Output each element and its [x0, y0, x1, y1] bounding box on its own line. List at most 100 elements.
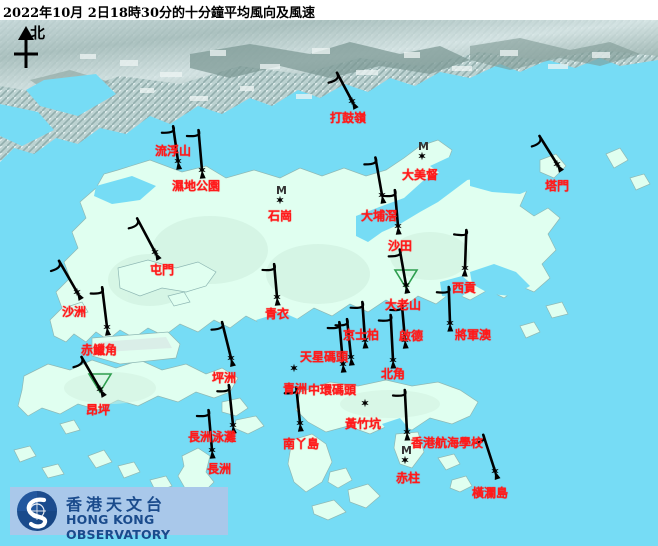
station-name-label: 南丫島: [283, 437, 320, 451]
wind-barb-shaft: [398, 248, 408, 287]
wind-barb-feather: [210, 321, 224, 331]
wind-barb-feather: [389, 303, 404, 312]
wind-barb-shaft: [100, 286, 109, 329]
wind-barb-feather: [472, 433, 486, 445]
station-marker: [49, 259, 84, 301]
wind-barb-shaft: [393, 188, 400, 228]
station-name-label: 塔門: [545, 179, 570, 193]
wind-barb-shaft: [135, 217, 157, 254]
title-bar: 2022年10月 2日18時30分的十分鐘平均風向及風速: [0, 0, 658, 21]
station-marker: [349, 300, 369, 349]
station-name-label: 流浮山: [155, 144, 192, 158]
station-name-label: 屯門: [150, 263, 175, 277]
station-name-label: 坪洲: [212, 371, 237, 385]
automatic-station-m-marker: M: [276, 184, 287, 197]
station-name-label: 大老山: [385, 298, 422, 312]
wind-barb-arrowhead: [352, 101, 359, 110]
station-marker: [377, 313, 397, 369]
wind-barb-shaft: [538, 134, 559, 166]
wind-barb-arrowhead: [105, 327, 112, 336]
station-marker: [290, 363, 298, 373]
wind-barb-shaft: [207, 408, 214, 452]
wind-barb-feather: [160, 125, 176, 134]
station-marker: [334, 317, 355, 366]
station-name-label: 長洲: [207, 462, 232, 476]
station-marker: [401, 455, 409, 465]
wind-barb-shaft: [389, 313, 395, 362]
wind-barb-shaft: [80, 355, 102, 391]
wind-barb-arrowhead: [402, 340, 409, 349]
station-marker: [326, 320, 347, 373]
station-name-label: 橫瀾島: [472, 486, 509, 500]
station-marker: [127, 217, 162, 261]
station-marker: [472, 433, 501, 480]
wind-barb-feather: [49, 259, 62, 273]
station-point-icon: [290, 363, 298, 373]
station-name-label: 北角: [381, 367, 406, 381]
wind-barb-shaft: [374, 156, 384, 197]
wind-barb-arrowhead: [494, 471, 501, 480]
wind-barb-feather: [530, 134, 542, 148]
station-marker: [216, 383, 237, 434]
automatic-station-m-marker: M: [401, 444, 412, 457]
station-name-label: 打鼓嶺: [330, 111, 367, 125]
station-name-label: 濕地公園: [172, 179, 221, 193]
station-name-label: 長洲泳灘: [188, 430, 237, 444]
wind-barb-shaft: [171, 125, 180, 163]
wind-barb-feather: [327, 71, 340, 84]
station-marker: [195, 408, 216, 459]
station-name-label: 香港航海學校: [411, 436, 484, 450]
wind-barb-shaft: [338, 320, 345, 366]
hko-logo: 香港天文台 HONG KONG OBSERVATORY: [10, 487, 228, 542]
wind-barb-feather: [216, 384, 231, 393]
station-name-label: 黃竹坑: [345, 417, 382, 431]
wind-barb-arrowhead: [348, 357, 355, 366]
mainland-china-landmass: [0, 20, 658, 162]
wind-barb-arrowhead: [404, 285, 411, 294]
wind-barb-feather: [326, 321, 342, 330]
logo-chinese-text: 香港天文台: [66, 495, 167, 514]
wind-barb-feather: [387, 248, 402, 258]
station-marker: [276, 195, 284, 205]
station-name-label: 赤鱲角: [81, 343, 118, 357]
station-name-label: 將軍澳: [455, 328, 492, 342]
station-marker: [160, 125, 183, 170]
observatory-logo-icon: [17, 491, 57, 531]
wind-barb-arrowhead: [155, 252, 162, 261]
wind-barb-arrowhead: [557, 164, 565, 173]
station-name-label: 京士柏: [343, 328, 380, 342]
station-name-label: 青洲: [283, 382, 308, 396]
wind-barb-arrowhead: [77, 292, 84, 301]
station-marker: [530, 134, 565, 173]
wind-barb-shaft: [272, 262, 279, 299]
wind-barb-arrowhead: [230, 358, 236, 367]
wind-barb-shaft: [197, 128, 204, 172]
station-name-label: 昂坪: [86, 403, 111, 417]
gust-triangle-icon: [393, 269, 419, 290]
station-name-label: 沙洲: [62, 305, 87, 319]
station-name-label: 沙田: [388, 239, 413, 253]
station-point-icon: [401, 455, 409, 465]
wind-barb-feather: [261, 263, 276, 272]
wind-barb-arrowhead: [362, 340, 369, 349]
wind-barb-shaft: [294, 385, 302, 425]
wind-barb-shaft: [403, 388, 409, 434]
wind-barb-feather: [185, 129, 201, 138]
wind-barb-shaft: [481, 433, 497, 473]
station-marker: [418, 151, 426, 161]
map-base-layer: [0, 20, 658, 546]
station-point-icon: [276, 195, 284, 205]
wind-barb-shaft: [463, 228, 468, 270]
wind-barb-feather: [72, 355, 84, 369]
wind-barb-arrowhead: [199, 170, 206, 179]
station-marker: [185, 128, 206, 179]
wind-barb-arrowhead: [461, 268, 468, 277]
page-title: 2022年10月 2日18時30分的十分鐘平均風向及風速: [3, 6, 316, 21]
wind-barb-arrowhead: [380, 195, 387, 204]
wind-barb-feather: [377, 313, 393, 322]
station-name-label: 青衣: [265, 307, 290, 321]
station-name-label: 啟德: [399, 329, 424, 343]
logo-english-text: HONG KONG OBSERVATORY: [66, 512, 171, 542]
wind-barb-shaft: [345, 317, 353, 359]
